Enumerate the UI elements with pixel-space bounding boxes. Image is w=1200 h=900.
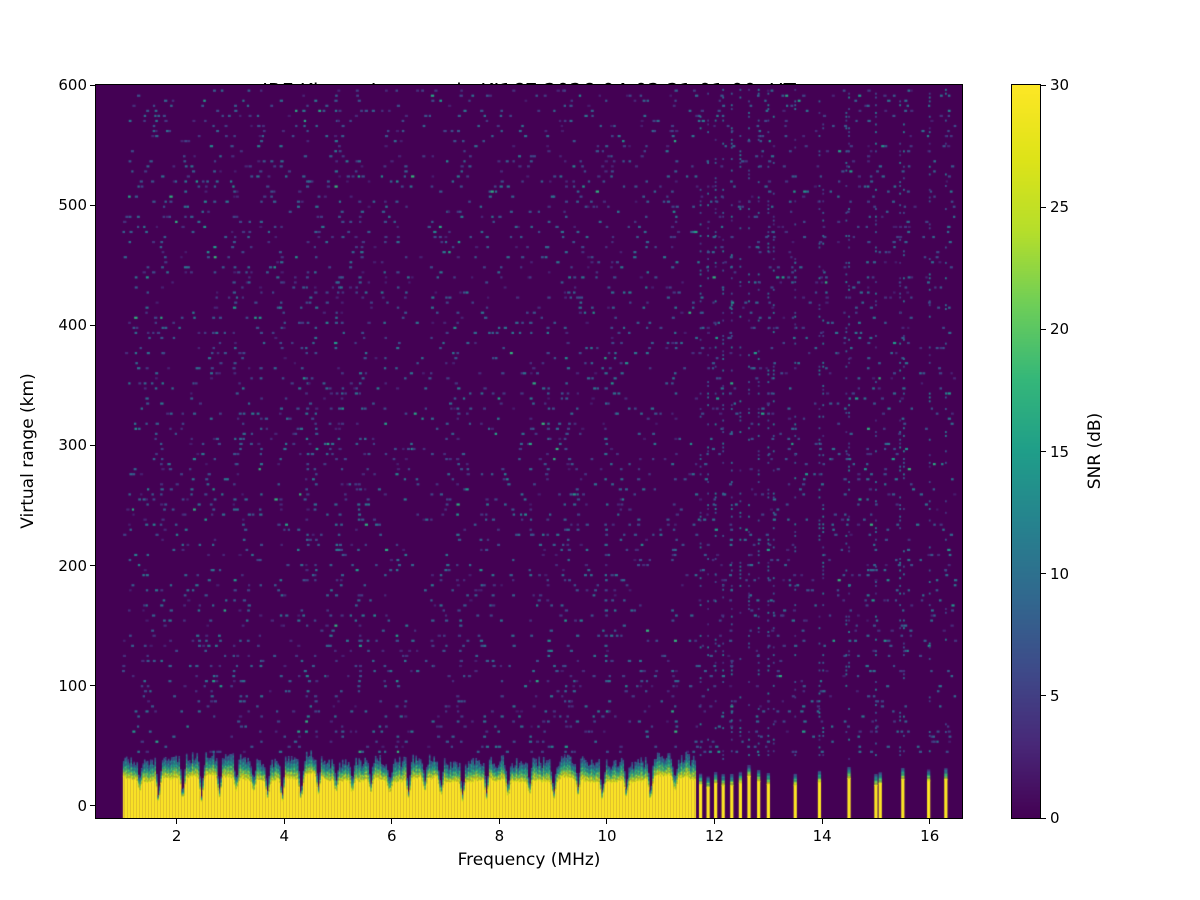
y-tick-mark — [90, 565, 95, 567]
y-tick-mark — [90, 84, 95, 86]
x-tick-mark — [283, 819, 285, 824]
y-tick-mark — [90, 805, 95, 807]
x-tick-label: 16 — [920, 827, 940, 845]
colorbar-tick-mark — [1041, 817, 1046, 819]
x-tick-label: 8 — [494, 827, 505, 845]
colorbar-tick-mark — [1041, 695, 1046, 697]
x-tick-mark — [391, 819, 393, 824]
colorbar-tick-mark — [1041, 84, 1046, 86]
colorbar-tick-mark — [1041, 573, 1046, 575]
y-tick-mark — [90, 324, 95, 326]
x-tick-label: 6 — [387, 827, 397, 845]
plot-area — [95, 84, 963, 819]
x-tick-mark — [176, 819, 178, 824]
x-tick-mark — [821, 819, 823, 824]
y-tick-label: 100 — [58, 676, 87, 695]
x-tick-label: 10 — [597, 827, 617, 845]
x-tick-label: 14 — [812, 827, 832, 845]
colorbar-tick-mark — [1041, 451, 1046, 452]
y-tick-label: 500 — [58, 196, 87, 215]
y-axis-label: Virtual range (km) — [18, 373, 38, 529]
colorbar-tick-label: 25 — [1050, 198, 1070, 217]
colorbar-tick-label: 30 — [1050, 76, 1070, 94]
y-tick-mark — [90, 204, 95, 206]
ionogram-heatmap-canvas — [96, 85, 962, 818]
y-tick-label: 0 — [77, 796, 87, 815]
colorbar-tick-label: 20 — [1050, 320, 1070, 339]
y-tick-label: 600 — [58, 76, 87, 94]
x-tick-mark — [606, 819, 608, 824]
colorbar-gradient-canvas — [1012, 85, 1040, 818]
colorbar-label: SNR (dB) — [1085, 412, 1105, 490]
x-tick-label: 12 — [705, 827, 725, 845]
colorbar-tick-label: 5 — [1050, 686, 1060, 705]
y-tick-label: 200 — [58, 556, 87, 575]
y-tick-mark — [90, 685, 95, 687]
colorbar — [1011, 84, 1041, 819]
x-tick-mark — [498, 819, 500, 824]
x-tick-label: 4 — [279, 827, 290, 845]
colorbar-tick-label: 10 — [1050, 564, 1070, 583]
colorbar-tick-label: 0 — [1050, 809, 1060, 827]
x-tick-mark — [714, 819, 716, 824]
colorbar-tick-mark — [1041, 328, 1046, 330]
y-tick-label: 300 — [58, 436, 87, 455]
x-tick-mark — [929, 819, 931, 824]
x-tick-label: 2 — [171, 827, 182, 845]
y-tick-mark — [90, 444, 95, 446]
x-axis-label: Frequency (MHz) — [457, 850, 601, 870]
colorbar-tick-mark — [1041, 206, 1046, 208]
colorbar-tick-label: 15 — [1050, 442, 1070, 461]
y-tick-label: 400 — [58, 316, 87, 335]
